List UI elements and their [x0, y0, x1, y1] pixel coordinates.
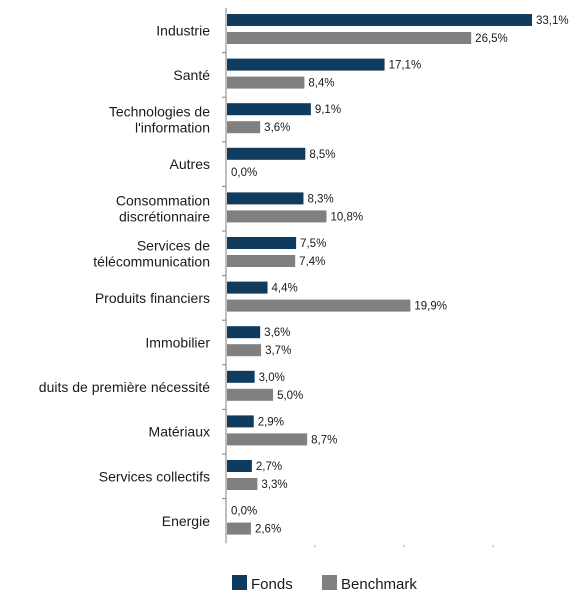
- bar-fonds: [227, 460, 252, 472]
- bar-fonds: [227, 58, 385, 71]
- data-label-benchmark: 2,6%: [255, 524, 281, 536]
- axis-layer: [222, 8, 494, 548]
- category-label: Industrie: [156, 22, 210, 38]
- data-label-fonds: 2,9%: [258, 416, 284, 428]
- bar-fonds: [227, 281, 268, 294]
- data-label-benchmark: 8,7%: [311, 434, 337, 446]
- category-label: Produits financiers: [95, 290, 210, 306]
- bar-fonds: [227, 370, 255, 383]
- bar-benchmark: [227, 121, 261, 134]
- bar-fonds: [227, 14, 532, 26]
- category-label: Autres: [170, 156, 210, 172]
- bars-layer: [227, 14, 532, 535]
- data-label-fonds: 2,7%: [256, 461, 282, 473]
- data-label-fonds: 3,6%: [264, 327, 290, 339]
- data-label-fonds: 3,0%: [259, 372, 285, 384]
- bar-benchmark: [227, 76, 305, 89]
- category-label: Energie: [162, 513, 210, 529]
- bar-benchmark: [227, 299, 411, 312]
- category-label: Matériaux: [149, 424, 210, 440]
- bar-benchmark: [227, 255, 296, 267]
- category-label: Services de télécommunication: [93, 237, 210, 269]
- bar-fonds: [227, 326, 261, 339]
- bar-benchmark: [227, 210, 327, 223]
- bar-fonds: [227, 237, 297, 249]
- data-label-benchmark: 0,0%: [231, 167, 257, 179]
- category-label: Immobilier: [145, 335, 210, 351]
- category-label: Consommation discrétionnaire: [116, 193, 210, 225]
- data-label-benchmark: 10,8%: [331, 211, 364, 223]
- data-label-benchmark: 26,5%: [475, 33, 508, 45]
- labels-layer: Industrie Santé Technologies de l'informati…: [39, 15, 569, 536]
- legend-swatch-benchmark: [322, 575, 337, 590]
- legend-swatch-fonds: [232, 575, 247, 590]
- data-label-benchmark: 7,4%: [299, 256, 325, 268]
- bar-fonds: [227, 415, 254, 428]
- legend: Fonds Benchmark: [232, 575, 417, 593]
- data-label-benchmark: 8,4%: [308, 78, 334, 90]
- bar-benchmark: [227, 344, 262, 357]
- data-label-fonds: 9,1%: [315, 104, 341, 116]
- data-label-fonds: 17,1%: [389, 60, 422, 72]
- data-label-benchmark: 19,9%: [414, 301, 447, 313]
- data-label-fonds: 0,0%: [231, 506, 257, 518]
- category-label: Services collectifs: [99, 468, 210, 484]
- data-label-benchmark: 3,3%: [261, 479, 287, 491]
- bar-fonds: [227, 103, 311, 116]
- data-label-benchmark: 3,7%: [265, 345, 291, 357]
- data-label-benchmark: 5,0%: [277, 390, 303, 402]
- bar-fonds: [227, 192, 304, 205]
- bar-benchmark: [227, 32, 472, 44]
- bar-benchmark: [227, 433, 308, 446]
- data-label-fonds: 7,5%: [300, 238, 326, 250]
- category-label: Santé: [173, 67, 210, 83]
- bar-fonds: [227, 147, 306, 160]
- data-label-benchmark: 3,6%: [264, 122, 290, 134]
- legend-label-fonds: Fonds: [251, 576, 293, 593]
- data-label-fonds: 33,1%: [536, 15, 569, 27]
- bar-benchmark: [227, 522, 251, 535]
- category-label: Technologies de l'information: [109, 104, 210, 136]
- data-label-fonds: 8,5%: [309, 149, 335, 161]
- legend-label-benchmark: Benchmark: [341, 576, 417, 593]
- bar-benchmark: [227, 388, 274, 401]
- data-label-fonds: 8,3%: [307, 193, 333, 205]
- category-label: duits de première nécessité: [39, 379, 210, 395]
- data-label-fonds: 4,4%: [272, 283, 298, 295]
- bar-benchmark: [227, 478, 258, 490]
